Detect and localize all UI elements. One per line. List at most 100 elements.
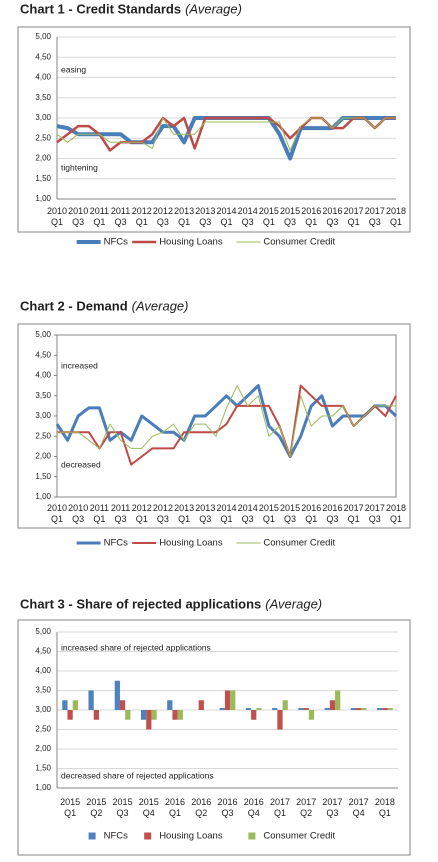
legend-label: Consumer Credit	[263, 538, 335, 549]
y-tick-label: 3,50	[35, 391, 51, 400]
x-tick-label: 2015 Q3	[280, 206, 301, 227]
y-tick-label: 5,00	[35, 330, 51, 339]
bar	[119, 700, 126, 710]
bar	[224, 690, 231, 710]
bar	[125, 710, 131, 720]
bar	[277, 710, 283, 730]
x-tick-label: 2011 Q1	[89, 503, 110, 524]
bar	[361, 708, 367, 710]
chart-frame	[17, 619, 411, 856]
annotation: decreased share of rejected applications	[61, 770, 214, 780]
x-tick-label: 2010 Q1	[46, 503, 68, 524]
y-tick-label: 4,50	[35, 647, 51, 656]
x-tick-label: 2013 Q1	[174, 503, 195, 524]
legend-swatch	[88, 832, 96, 840]
bar	[256, 708, 262, 710]
x-tick-label: 2016 Q4	[243, 797, 264, 818]
legend-label: NFCs	[104, 538, 129, 549]
chart-frame	[17, 26, 411, 233]
y-tick-label: 2,00	[35, 744, 51, 753]
annotation: increased	[61, 360, 98, 370]
bar	[198, 700, 204, 710]
bar	[146, 710, 152, 730]
bar	[335, 690, 341, 710]
bar	[219, 708, 225, 710]
bar	[387, 708, 393, 710]
x-tick-label: 2016 Q1	[301, 503, 322, 524]
y-tick-label: 3,00	[35, 705, 51, 714]
bar	[88, 690, 94, 710]
series-line	[57, 384, 397, 466]
x-tick-label: 2010 Q3	[68, 206, 89, 227]
bar	[62, 700, 68, 710]
bar	[272, 708, 278, 710]
x-tick-label: 2010 Q3	[68, 503, 89, 524]
annotation: tightening	[61, 162, 98, 172]
y-tick-label: 4,00	[35, 666, 51, 675]
chart-subtitle: (Average)	[185, 1, 242, 16]
x-tick-label: 2012 Q1	[131, 503, 152, 524]
x-tick-label: 2017 Q4	[348, 797, 369, 818]
bar	[140, 710, 147, 720]
bar	[329, 700, 336, 710]
x-tick-label: 2017 Q1	[269, 797, 290, 818]
bar	[356, 708, 362, 710]
bar	[245, 708, 252, 710]
x-tick-label: 2018 Q1	[374, 797, 395, 818]
y-tick-label: 1,50	[35, 174, 51, 183]
y-tick-label: 1,50	[35, 472, 51, 481]
x-tick-label: 2014 Q1	[216, 503, 237, 524]
y-tick-label: 3,50	[35, 93, 51, 102]
x-tick-label: 2015 Q2	[86, 797, 107, 818]
legend-label: Housing Loans	[159, 538, 223, 549]
y-tick-label: 2,50	[35, 431, 51, 440]
legend-swatch	[248, 832, 256, 840]
legend-label: Housing Loans	[159, 831, 223, 842]
x-tick-label: 2016 Q3	[217, 797, 238, 818]
chart-frame	[17, 323, 411, 529]
x-tick-label: 2010 Q1	[46, 206, 68, 227]
y-tick-label: 4,00	[35, 73, 51, 82]
x-tick-label: 2016 Q2	[191, 797, 212, 818]
x-tick-label: 2015 Q4	[138, 797, 159, 818]
x-tick-label: 2012 Q3	[152, 206, 173, 227]
x-tick-label: 2016 Q3	[322, 503, 343, 524]
y-tick-label: 1,50	[35, 764, 51, 773]
bar	[298, 708, 304, 710]
y-tick-label: 4,50	[35, 350, 51, 359]
x-tick-label: 2012 Q3	[152, 503, 173, 524]
annotation: increased share of rejected applications	[61, 642, 211, 652]
x-tick-label: 2015 Q1	[258, 206, 279, 227]
series-line	[57, 385, 396, 457]
x-tick-label: 2017 Q3	[364, 206, 385, 227]
series-line	[56, 117, 396, 151]
bar	[324, 708, 330, 710]
x-tick-label: 2013 Q3	[195, 206, 216, 227]
bar	[72, 700, 78, 710]
chart-title: Chart 2 - Demand	[20, 298, 128, 313]
legend-label: NFCs	[104, 831, 129, 842]
y-tick-label: 4,50	[35, 52, 51, 61]
x-tick-label: 2016 Q1	[301, 206, 322, 227]
x-tick-label: 2016 Q3	[322, 206, 343, 227]
legend-label: Housing Loans	[159, 237, 223, 248]
x-tick-label: 2017 Q2	[296, 797, 317, 818]
x-tick-label: 2015 Q1	[60, 797, 81, 818]
x-tick-label: 2011 Q3	[110, 206, 131, 227]
x-tick-label: 2012 Q1	[131, 206, 152, 227]
x-tick-label: 2011 Q1	[89, 206, 110, 227]
bar	[114, 680, 120, 710]
x-tick-label: 2018 Q1	[385, 503, 407, 524]
legend-swatch	[144, 832, 152, 840]
legend-label: Consumer Credit	[263, 237, 335, 248]
x-tick-label: 2013 Q1	[174, 206, 195, 227]
bar	[230, 690, 236, 710]
bar	[93, 710, 99, 720]
bar	[382, 708, 388, 710]
y-tick-label: 2,00	[35, 452, 51, 461]
y-tick-label: 4,00	[35, 371, 51, 380]
x-tick-label: 2017 Q3	[364, 503, 385, 524]
legend-label: Consumer Credit	[263, 831, 335, 842]
x-tick-label: 2015 Q1	[258, 503, 279, 524]
